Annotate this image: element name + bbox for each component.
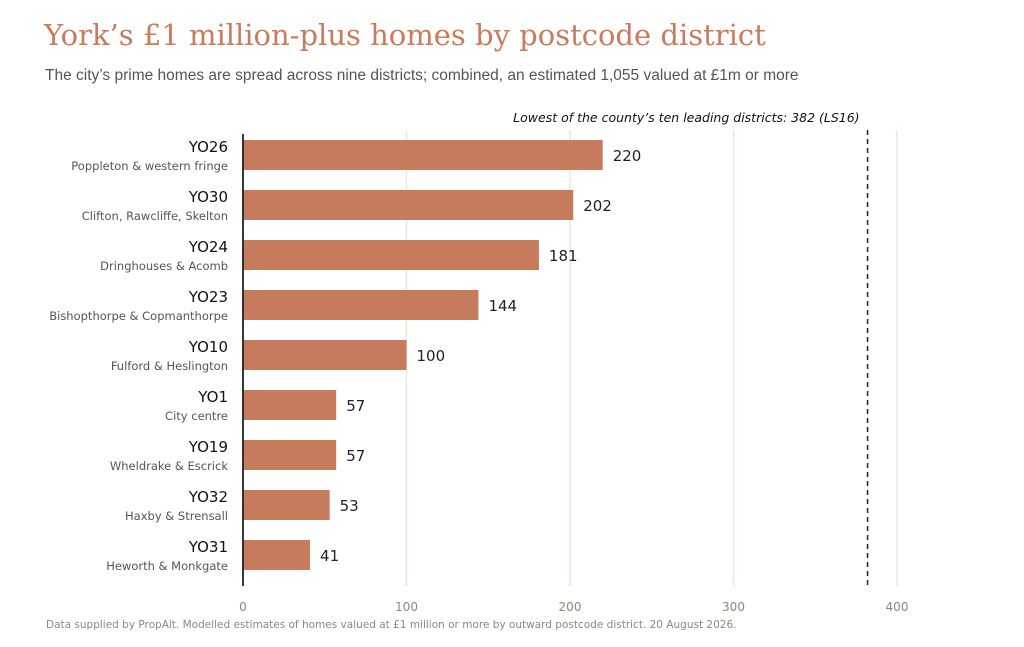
category-code-label: YO31 [188,538,228,556]
chart-footnote: Data supplied by PropAlt. Modelled estim… [46,619,737,631]
bar-value-label: 100 [417,347,446,365]
category-name-label: Clifton, Rawcliffe, Skelton [82,209,228,223]
bar [243,290,479,320]
bar [243,140,603,170]
chart-title: York’s £1 million-plus homes by postcode… [44,18,766,52]
bar [243,240,539,270]
category-code-label: YO32 [188,488,228,506]
category-name-label: Poppleton & western fringe [71,159,228,173]
bar-value-label: 41 [320,547,339,565]
x-tick-label: 400 [886,600,909,614]
bar-value-label: 220 [613,147,642,165]
category-code-label: YO19 [188,438,228,456]
bar [243,440,337,470]
bar-value-label: 202 [583,197,612,215]
category-name-label: Fulford & Heslington [111,359,228,373]
bar-value-label: 57 [346,397,365,415]
category-name-label: Bishopthorpe & Copmanthorpe [49,309,228,323]
category-name-label: Wheldrake & Escrick [110,459,228,473]
bar-value-label: 144 [488,297,517,315]
bar [243,340,407,370]
category-code-label: YO26 [188,138,228,156]
bar-value-label: 57 [346,447,365,465]
category-code-label: YO23 [188,288,228,306]
category-code-label: YO10 [188,338,228,356]
bar-value-label: 181 [549,247,578,265]
x-tick-label: 100 [395,600,418,614]
category-code-label: YO24 [188,238,228,256]
category-name-label: Heworth & Monkgate [106,559,228,573]
x-tick-label: 300 [722,600,745,614]
category-code-label: YO30 [188,188,228,206]
reference-line-label: Lowest of the county’s ten leading distr… [513,110,859,125]
category-name-label: Haxby & Strensall [125,509,228,523]
bar-value-label: 53 [340,497,359,515]
x-tick-label: 0 [239,600,247,614]
bar [243,490,330,520]
category-name-label: City centre [165,409,228,423]
x-tick-label: 200 [559,600,582,614]
category-name-label: Dringhouses & Acomb [100,259,228,273]
bar [243,190,574,220]
chart-subtitle: The city’s prime homes are spread across… [45,67,799,84]
category-code-label: YO1 [197,388,228,406]
bar [243,540,311,570]
bar [243,390,337,420]
